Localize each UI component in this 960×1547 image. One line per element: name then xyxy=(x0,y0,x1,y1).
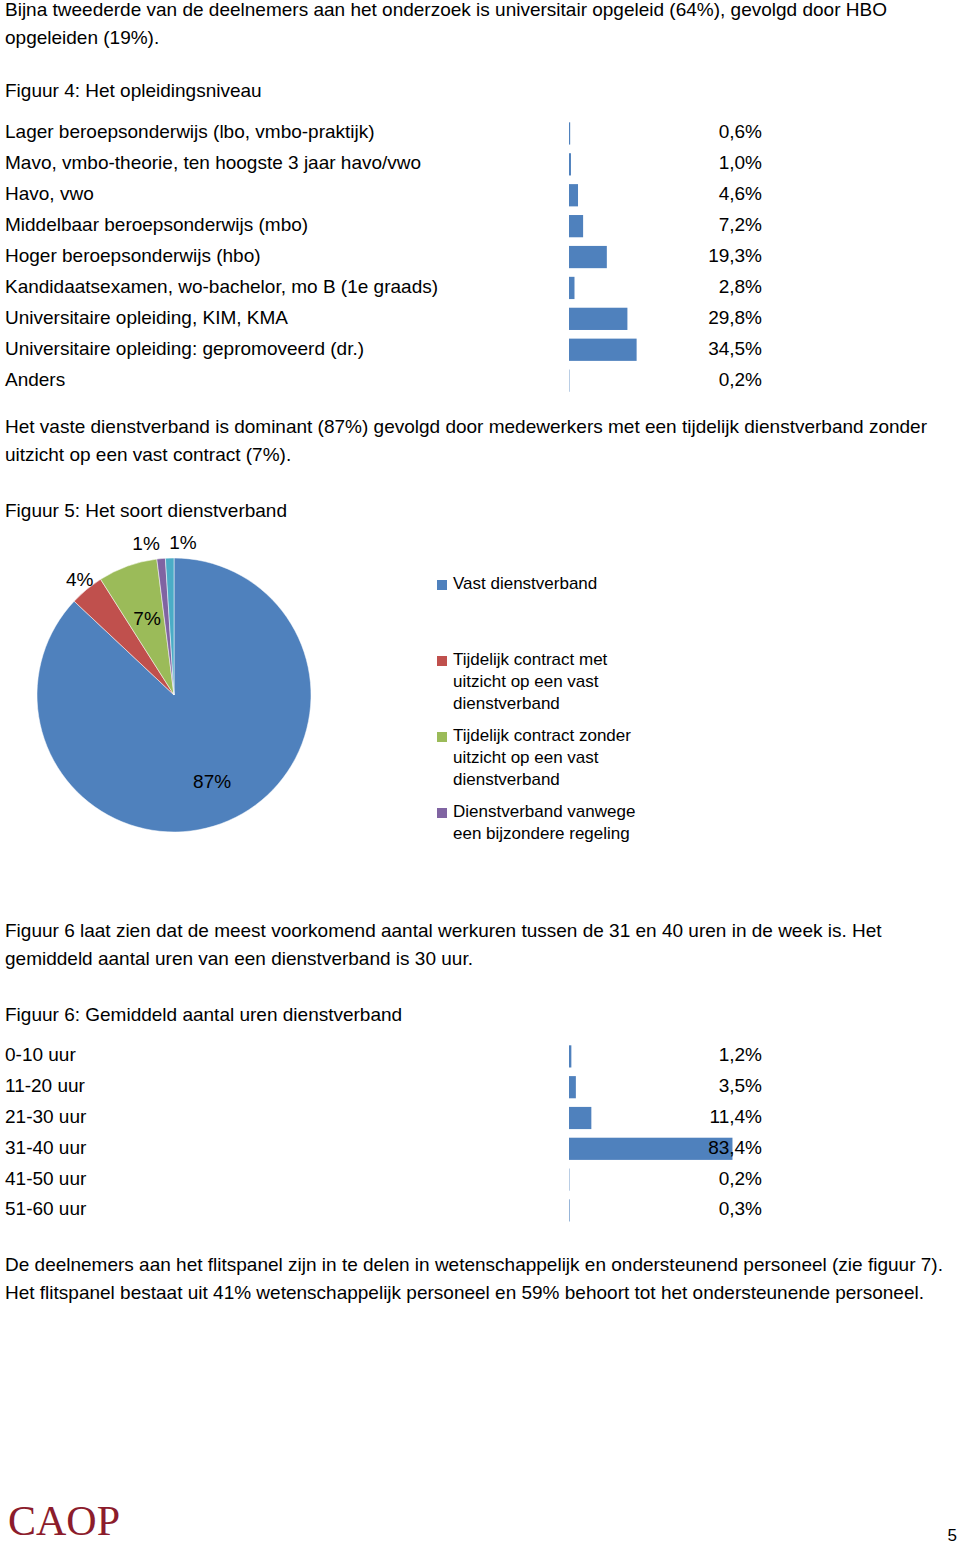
bar xyxy=(569,277,574,299)
data-label: 0,3% xyxy=(719,1198,762,1219)
data-label: 87% xyxy=(193,771,231,792)
bar xyxy=(569,308,627,330)
bar xyxy=(569,339,637,361)
bar xyxy=(569,1045,571,1067)
category-label: Havo, vwo xyxy=(5,183,94,204)
data-label: 34,5% xyxy=(708,338,762,359)
data-label: 1% xyxy=(169,532,197,553)
category-label: Universitaire opleiding: gepromoveerd (d… xyxy=(5,338,364,359)
data-label: 1,0% xyxy=(719,152,762,173)
bar xyxy=(569,122,570,144)
slice xyxy=(101,559,174,695)
legend-entry: Vast dienstverband xyxy=(453,574,597,593)
slices xyxy=(37,558,311,832)
data-label: 0,2% xyxy=(719,369,762,390)
legend-swatch xyxy=(437,808,447,818)
category-label: Mavo, vmbo-theorie, ten hoogste 3 jaar h… xyxy=(5,152,421,173)
bar-chart: Figuur 4: Het opleidingsniveau Lager bero… xyxy=(5,80,762,392)
legend-swatch xyxy=(437,580,447,590)
data-label: 7,2% xyxy=(719,214,762,235)
bar xyxy=(569,1169,570,1191)
bar xyxy=(569,1199,570,1221)
category-label: 21-30 uur xyxy=(5,1106,87,1127)
paragraph: Figuur 6 laat zien dat de meest voorkome… xyxy=(5,917,957,973)
category-label: 41-50 uur xyxy=(5,1168,87,1189)
category-label: Hoger beroepsonderwijs (hbo) xyxy=(5,245,261,266)
chart-title: Figuur 4: Het opleidingsniveau xyxy=(5,80,262,101)
category-label: Kandidaatsexamen, wo-bachelor, mo B (1e … xyxy=(5,276,438,297)
category-label: 31-40 uur xyxy=(5,1137,87,1158)
legend-entry: Dienstverband vanwegeeen bijzondere rege… xyxy=(453,802,635,843)
category-label: 11-20 uur xyxy=(5,1075,86,1096)
chart-title: Figuur 6: Gemiddeld aantal uren dienstve… xyxy=(5,1004,402,1025)
paragraph: Bijna tweederde van de deelnemers aan he… xyxy=(5,0,957,52)
data-label: 1,2% xyxy=(719,1044,762,1065)
slice xyxy=(37,558,311,832)
paragraph: Het vaste dienstverband is dominant (87%… xyxy=(5,413,957,469)
data-label: 83,4% xyxy=(708,1137,762,1158)
paragraph: De deelnemers aan het flitspanel zijn in… xyxy=(5,1251,957,1307)
data-label: 1% xyxy=(132,533,160,554)
bars xyxy=(569,1045,732,1221)
chart-title: Figuur 5: Het soort dienstverband xyxy=(5,500,287,521)
data-label: 29,8% xyxy=(708,307,762,328)
category-label: Middelbaar beroepsonderwijs (mbo) xyxy=(5,214,308,235)
page-canvas: Figuur 4: Het opleidingsniveau Lager bero… xyxy=(0,0,960,1547)
data-label: 4% xyxy=(66,569,94,590)
bar xyxy=(569,184,578,206)
legend-swatch xyxy=(437,656,447,666)
legend-entry: Tijdelijk contract metuitzicht op een va… xyxy=(453,650,608,713)
data-label: 3,5% xyxy=(719,1075,762,1096)
bar xyxy=(569,215,583,237)
bar-chart: Figuur 6: Gemiddeld aantal uren dienstve… xyxy=(5,1004,762,1221)
pie-chart: Figuur 5: Het soort dienstverband 87% 4% 7%… xyxy=(5,500,635,843)
data-label: 7% xyxy=(133,608,161,629)
category-label: Universitaire opleiding, KIM, KMA xyxy=(5,307,288,328)
bar xyxy=(569,246,607,268)
data-label: 0,2% xyxy=(719,1168,762,1189)
bars xyxy=(569,122,637,391)
data-label: 0,6% xyxy=(719,121,762,142)
data-label: 19,3% xyxy=(708,245,762,266)
data-label: 2,8% xyxy=(719,276,762,297)
footer-logo: CAOP xyxy=(8,1498,120,1544)
legend-entry: Tijdelijk contract zonderuitzicht op een… xyxy=(453,726,631,789)
legend-swatch xyxy=(437,732,447,742)
category-label: Anders xyxy=(5,369,65,390)
category-label: 0-10 uur xyxy=(5,1044,76,1065)
legend: Vast dienstverband Tijdelijk contract met… xyxy=(437,574,635,843)
data-label: 11,4% xyxy=(710,1106,763,1127)
slice xyxy=(165,558,174,695)
bar xyxy=(569,1076,576,1098)
bar xyxy=(569,1107,591,1129)
bar xyxy=(569,153,571,175)
category-label: 51-60 uur xyxy=(5,1198,87,1219)
page-number: 5 xyxy=(948,1526,957,1545)
category-label: Lager beroepsonderwijs (lbo, vmbo-prakti… xyxy=(5,121,375,142)
data-label: 4,6% xyxy=(719,183,762,204)
bar xyxy=(569,370,570,392)
